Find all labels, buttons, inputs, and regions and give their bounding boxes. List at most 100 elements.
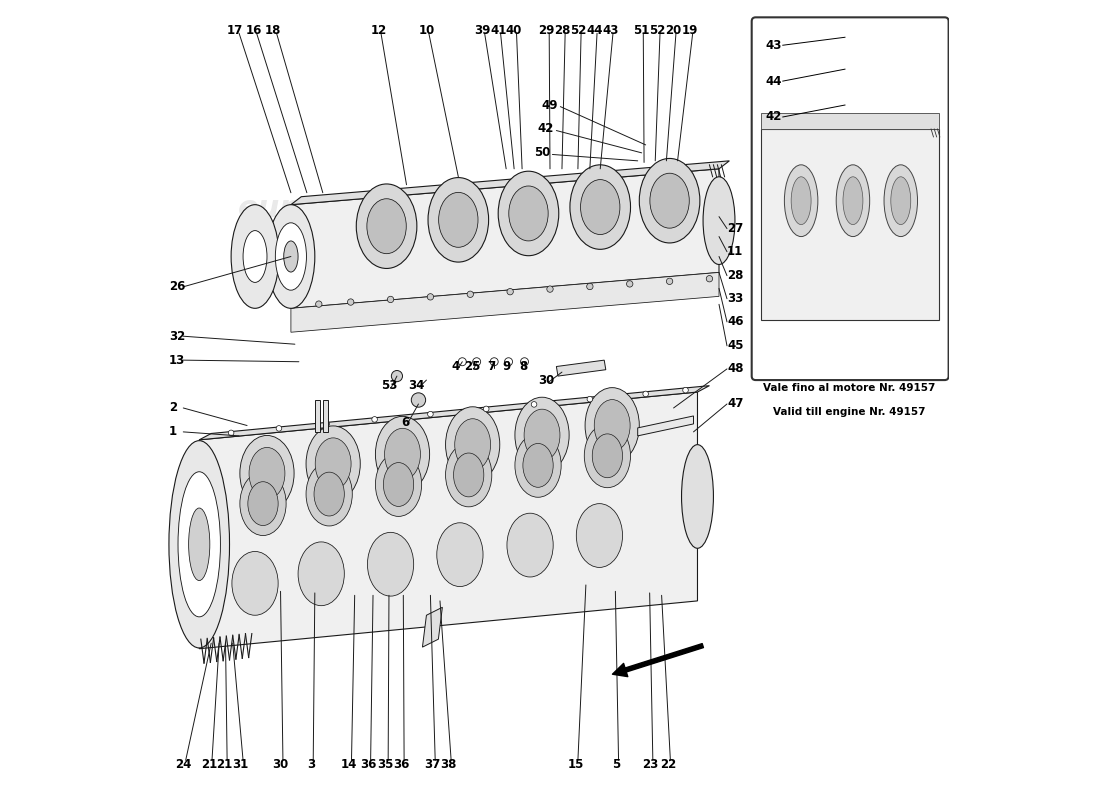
- Text: 24: 24: [175, 758, 191, 771]
- Ellipse shape: [642, 391, 649, 397]
- Text: 19: 19: [682, 24, 698, 38]
- Polygon shape: [290, 273, 719, 332]
- Text: 44: 44: [766, 74, 782, 88]
- FancyArrowPatch shape: [613, 643, 703, 677]
- Text: 9: 9: [503, 360, 512, 373]
- Text: Valid till engine Nr. 49157: Valid till engine Nr. 49157: [772, 407, 925, 417]
- Polygon shape: [199, 392, 697, 649]
- Ellipse shape: [570, 165, 630, 250]
- Ellipse shape: [178, 472, 220, 617]
- Ellipse shape: [392, 370, 403, 382]
- Text: 48: 48: [727, 362, 744, 375]
- Ellipse shape: [372, 417, 377, 422]
- Text: 42: 42: [766, 110, 782, 123]
- Ellipse shape: [348, 299, 354, 306]
- Ellipse shape: [703, 177, 735, 265]
- Bar: [322, 400, 328, 432]
- Ellipse shape: [324, 421, 330, 426]
- Ellipse shape: [427, 294, 433, 300]
- Ellipse shape: [314, 472, 344, 516]
- FancyBboxPatch shape: [751, 18, 948, 380]
- Text: 40: 40: [506, 24, 522, 38]
- Ellipse shape: [385, 428, 420, 480]
- Ellipse shape: [505, 358, 513, 366]
- Ellipse shape: [843, 177, 862, 225]
- Ellipse shape: [522, 443, 553, 487]
- Text: 5: 5: [612, 758, 620, 771]
- Text: 45: 45: [727, 339, 744, 352]
- Ellipse shape: [836, 165, 870, 237]
- Ellipse shape: [683, 387, 689, 393]
- Text: 36: 36: [394, 758, 410, 771]
- Ellipse shape: [428, 178, 488, 262]
- Ellipse shape: [387, 296, 394, 302]
- Ellipse shape: [384, 462, 414, 506]
- Text: 38: 38: [441, 758, 456, 771]
- Text: 28: 28: [554, 24, 571, 38]
- Bar: [315, 400, 320, 432]
- Text: 21: 21: [201, 758, 218, 771]
- Ellipse shape: [650, 174, 690, 228]
- Text: 7: 7: [487, 360, 496, 373]
- Ellipse shape: [375, 453, 421, 516]
- Ellipse shape: [356, 184, 417, 269]
- Text: 47: 47: [727, 398, 744, 410]
- Text: 37: 37: [425, 758, 441, 771]
- Text: 8: 8: [519, 360, 527, 373]
- Ellipse shape: [594, 400, 630, 451]
- Text: 42: 42: [538, 122, 554, 135]
- Ellipse shape: [276, 426, 282, 431]
- Text: 14: 14: [341, 758, 358, 771]
- Text: eurospares: eurospares: [239, 194, 431, 223]
- Text: 17: 17: [227, 24, 243, 38]
- Ellipse shape: [483, 406, 490, 412]
- Text: 28: 28: [727, 269, 744, 282]
- Text: 44: 44: [586, 24, 603, 38]
- Ellipse shape: [367, 198, 406, 254]
- Text: 30: 30: [539, 374, 554, 386]
- Polygon shape: [290, 161, 729, 205]
- Ellipse shape: [667, 278, 673, 285]
- Polygon shape: [761, 129, 939, 320]
- Polygon shape: [290, 169, 719, 308]
- Text: 13: 13: [169, 354, 185, 366]
- Ellipse shape: [491, 358, 498, 366]
- Ellipse shape: [411, 393, 426, 407]
- Ellipse shape: [249, 447, 285, 499]
- Ellipse shape: [468, 291, 473, 298]
- Ellipse shape: [169, 441, 230, 648]
- Polygon shape: [638, 416, 693, 436]
- Text: 41: 41: [490, 24, 506, 38]
- Ellipse shape: [316, 438, 351, 490]
- Ellipse shape: [454, 418, 491, 470]
- Text: 23: 23: [642, 758, 659, 771]
- Ellipse shape: [446, 443, 492, 507]
- Text: 33: 33: [727, 292, 744, 306]
- Text: 31: 31: [232, 758, 249, 771]
- Ellipse shape: [231, 205, 279, 308]
- Polygon shape: [422, 607, 442, 647]
- Ellipse shape: [791, 177, 811, 225]
- Ellipse shape: [375, 416, 430, 492]
- Ellipse shape: [627, 281, 632, 287]
- Ellipse shape: [367, 532, 414, 596]
- Text: 46: 46: [727, 315, 744, 328]
- Text: 34: 34: [409, 379, 425, 392]
- Ellipse shape: [240, 435, 294, 511]
- Text: 50: 50: [534, 146, 550, 159]
- Ellipse shape: [446, 406, 499, 482]
- Text: 52: 52: [571, 24, 587, 38]
- Text: 15: 15: [568, 758, 584, 771]
- Ellipse shape: [515, 398, 569, 473]
- Ellipse shape: [507, 289, 514, 295]
- Text: 36: 36: [360, 758, 376, 771]
- Ellipse shape: [524, 409, 560, 461]
- Ellipse shape: [240, 472, 286, 535]
- Ellipse shape: [576, 504, 623, 567]
- Ellipse shape: [498, 171, 559, 256]
- Ellipse shape: [248, 482, 278, 526]
- Ellipse shape: [592, 434, 623, 478]
- Ellipse shape: [639, 158, 700, 243]
- Ellipse shape: [459, 358, 466, 366]
- Polygon shape: [199, 386, 710, 440]
